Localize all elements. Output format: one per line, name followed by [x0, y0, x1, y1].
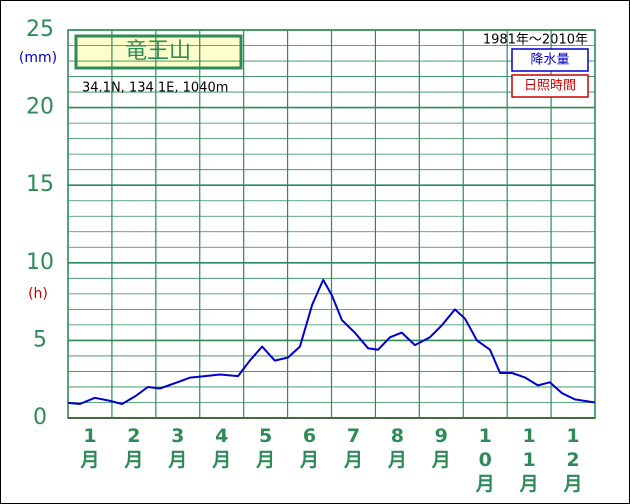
- y-tick-label: 0: [33, 405, 47, 430]
- x-tick-label: 3月: [168, 425, 188, 471]
- station-info: 34.1N, 134.1E, 1040m: [82, 81, 228, 96]
- chart-title: 竜王山: [125, 39, 191, 64]
- plot-border: [67, 29, 596, 419]
- period: 1981年〜2010年: [483, 33, 588, 48]
- title-box: [74, 34, 243, 70]
- y-tick-label: 10: [26, 250, 54, 275]
- x-tick-label: 4月: [212, 425, 232, 471]
- y-tick-label: 25: [26, 17, 54, 42]
- legend-label: 日照時間: [524, 79, 576, 94]
- legend-box: [511, 48, 589, 72]
- x-tick-label: 5月: [256, 425, 276, 471]
- x-tick-label: 1月: [80, 425, 100, 471]
- y-tick-label: 15: [26, 172, 54, 197]
- y2-unit: (h): [28, 286, 48, 302]
- series-line: [67, 278, 596, 405]
- legend-label: 降水量: [530, 53, 569, 68]
- y-unit: (mm): [19, 50, 57, 66]
- x-tick-label: 9月: [431, 425, 451, 471]
- y-tick-label: 5: [33, 327, 47, 352]
- x-tick-label: 7月: [343, 425, 363, 471]
- x-tick-label: 6月: [300, 425, 320, 471]
- x-tick-label: 8月: [387, 425, 407, 471]
- y-tick-label: 20: [26, 95, 54, 120]
- x-tick-label: 12月: [563, 425, 583, 495]
- x-tick-label: 10月: [475, 425, 495, 495]
- x-tick-label: 2月: [124, 425, 144, 471]
- x-tick-label: 11月: [519, 425, 539, 495]
- legend-box: [511, 74, 589, 98]
